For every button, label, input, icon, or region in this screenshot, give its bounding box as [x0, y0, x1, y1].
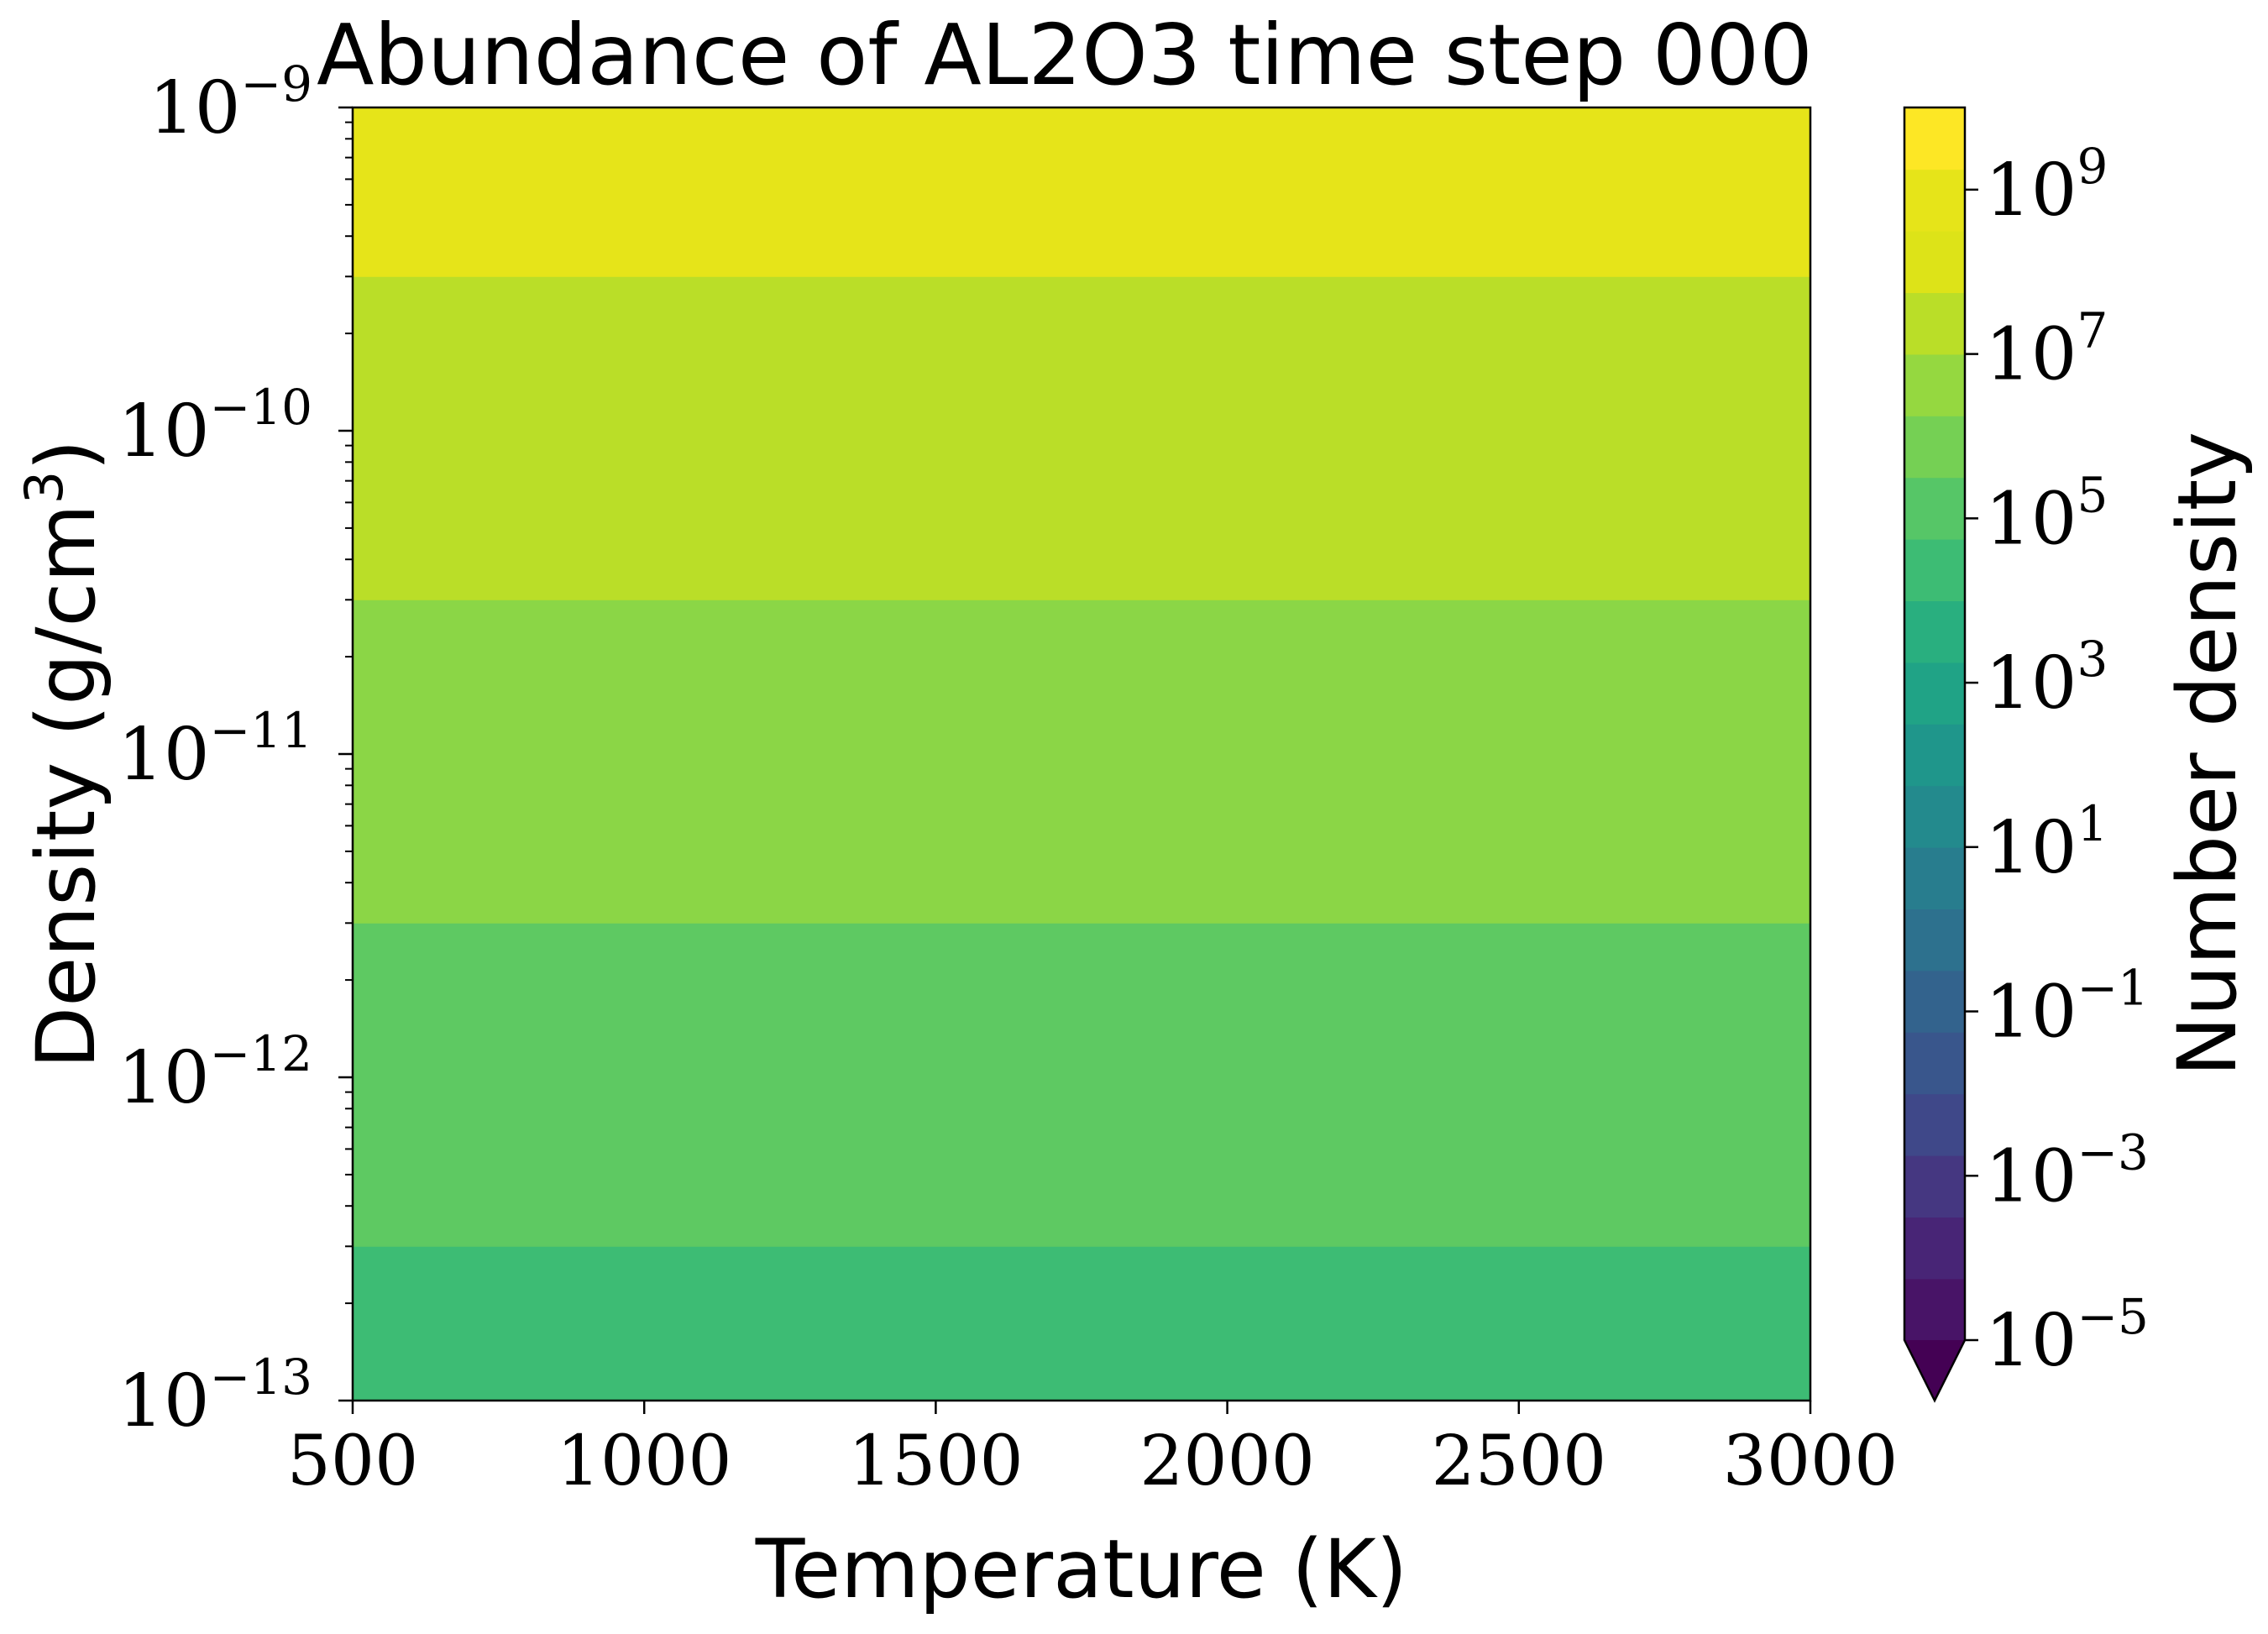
chart-title: Abundance of AL2O3 time step 000: [317, 6, 1813, 104]
y-axis-label: Density (g/cm3): [13, 439, 113, 1068]
colorbar-level: [1904, 292, 1965, 355]
y-axis-label-tail: ): [19, 439, 113, 470]
colorbar-tick-label: 103: [1985, 631, 2108, 725]
colorbar-level: [1904, 107, 1965, 170]
x-tick-label: 500: [287, 1422, 419, 1501]
x-tick-label: 2000: [1139, 1422, 1315, 1501]
colorbar-level: [1904, 1155, 1965, 1218]
colorbar-level: [1904, 1217, 1965, 1280]
plot-area: [351, 106, 1812, 1402]
colorbar-extend-min: [1904, 1340, 1965, 1401]
contour-band-0: [352, 1245, 1811, 1401]
colorbar-level: [1904, 846, 1965, 909]
x-axis-label: Temperature (K): [755, 1522, 1407, 1616]
y-axis-label-superscript: 3: [13, 471, 75, 504]
colorbar-level: [1904, 724, 1965, 787]
contour-band-1: [352, 922, 1811, 1247]
x-tick-label: 1000: [557, 1422, 732, 1501]
colorbar-level: [1904, 662, 1965, 725]
colorbar-tick-label: 10−5: [1985, 1288, 2149, 1383]
colorbar-levels: [1904, 107, 1965, 1401]
colorbar-tick-label: 105: [1985, 466, 2108, 561]
colorbar-level: [1904, 477, 1965, 540]
y-tick-label: 10−10: [118, 379, 312, 474]
colorbar-level: [1904, 970, 1965, 1033]
x-axis: 500 1000 1500 2000 2500 3000: [287, 1401, 1899, 1501]
colorbar-label: Number density: [2161, 432, 2255, 1076]
colorbar-tick-label: 10−3: [1985, 1123, 2149, 1218]
colorbar-level: [1904, 169, 1965, 232]
contour-band-4: [352, 107, 1811, 277]
svg-text:Density (g/cm3): Density (g/cm3): [13, 439, 113, 1068]
colorbar: 10−5 10−3 10−1 101 103 105 107 109 Number densi…: [1903, 106, 2255, 1403]
colorbar-level: [1904, 416, 1965, 479]
colorbar-level: [1904, 230, 1965, 293]
y-tick-label: 10−12: [118, 1025, 312, 1120]
contour-band-3: [352, 275, 1811, 600]
y-axis-label-text: Density (g/cm: [19, 504, 113, 1069]
colorbar-level: [1904, 785, 1965, 848]
y-tick-label: 10−9: [149, 55, 312, 150]
x-tick-label: 3000: [1723, 1422, 1899, 1501]
colorbar-level: [1904, 1278, 1965, 1341]
y-tick-label: 10−11: [118, 702, 312, 797]
y-axis: 10−13 10−12 10−11 10−10 10−9: [118, 55, 353, 1443]
y-tick-label: 10−13: [118, 1349, 312, 1443]
x-tick-label: 2500: [1431, 1422, 1606, 1501]
colorbar-level: [1904, 1032, 1965, 1095]
colorbar-level: [1904, 354, 1965, 416]
colorbar-level: [1904, 909, 1965, 971]
x-tick-label: 1500: [848, 1422, 1024, 1501]
colorbar-frame: [1903, 106, 1967, 1403]
contour-band-2: [352, 599, 1811, 924]
colorbar-ticks: 10−5 10−3 10−1 101 103 105 107 109: [1965, 138, 2149, 1383]
colorbar-tick-label: 107: [1985, 302, 2108, 397]
colorbar-level: [1904, 538, 1965, 601]
colorbar-tick-label: 101: [1985, 795, 2108, 890]
colorbar-tick-label: 10−1: [1985, 960, 2149, 1055]
colorbar-level: [1904, 600, 1965, 663]
colorbar-level: [1904, 1093, 1965, 1156]
colorbar-tick-label: 109: [1985, 138, 2108, 233]
contour-bands: [352, 107, 1811, 1401]
